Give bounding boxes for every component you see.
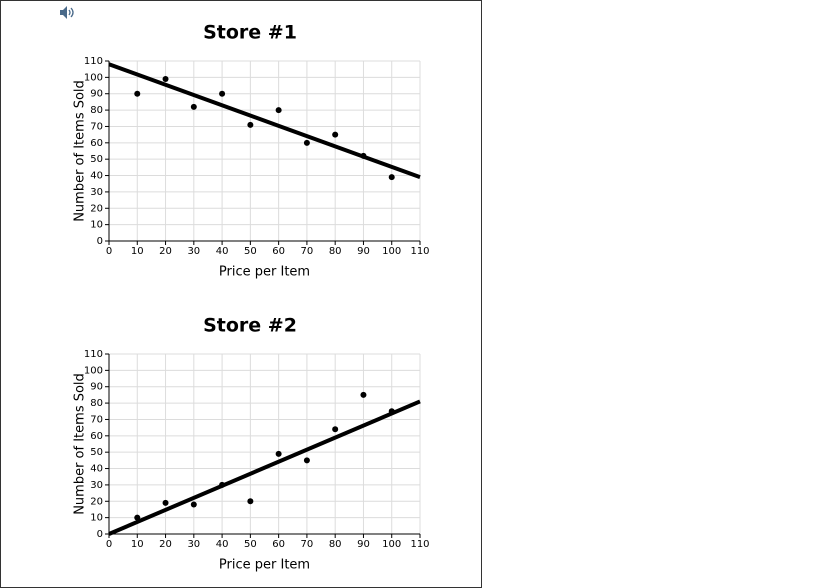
x-tick-label: 100 <box>382 539 401 550</box>
data-point <box>303 139 310 146</box>
x-tick-label: 100 <box>382 246 401 257</box>
data-point <box>162 76 169 82</box>
y-tick-label: 90 <box>90 89 103 100</box>
y-axis-label: Number of Items Sold <box>73 373 88 515</box>
x-tick-label: 10 <box>131 246 144 257</box>
y-tick-label: 60 <box>90 431 103 442</box>
data-point <box>190 103 197 110</box>
y-tick-label: 100 <box>84 72 103 83</box>
x-tick-label: 60 <box>272 246 285 257</box>
y-tick-label: 50 <box>90 154 103 165</box>
data-point <box>332 131 339 138</box>
data-point <box>162 499 169 506</box>
y-tick-label: 20 <box>90 203 103 214</box>
data-point <box>190 501 197 508</box>
trend-line <box>108 399 421 536</box>
data-point <box>134 90 141 97</box>
y-tick-label: 40 <box>90 171 103 182</box>
y-tick-label: 80 <box>90 105 103 116</box>
y-axis-label: Number of Items Sold <box>73 80 88 222</box>
x-tick-label: 40 <box>216 246 229 257</box>
y-tick-label: 110 <box>84 349 103 360</box>
x-tick-label: 0 <box>106 539 112 550</box>
data-point <box>388 174 395 181</box>
data-point <box>219 481 226 488</box>
data-point <box>332 426 339 433</box>
x-tick-label: 0 <box>106 246 112 257</box>
y-tick-label: 60 <box>90 138 103 149</box>
x-tick-label: 90 <box>357 539 370 550</box>
data-point <box>303 457 310 464</box>
x-tick-label: 80 <box>329 246 342 257</box>
y-tick-label: 40 <box>90 464 103 475</box>
x-tick-label: 50 <box>244 246 257 257</box>
x-tick-label: 30 <box>187 539 200 550</box>
speaker-body <box>60 6 67 19</box>
y-tick-label: 50 <box>90 447 103 458</box>
y-tick-label: 80 <box>90 398 103 409</box>
speaker-waves <box>68 7 74 18</box>
x-tick-label: 80 <box>329 539 342 550</box>
y-tick-label: 0 <box>97 529 103 540</box>
data-point <box>134 514 141 521</box>
x-tick-label: 20 <box>159 539 172 550</box>
x-tick-label: 10 <box>131 539 144 550</box>
x-axis-label: Price per Item <box>219 558 310 573</box>
y-tick-label: 10 <box>90 220 103 231</box>
data-point <box>247 121 254 128</box>
y-tick-label: 0 <box>97 236 103 247</box>
x-tick-label: 50 <box>244 539 257 550</box>
panel <box>0 0 482 588</box>
data-point <box>388 408 395 415</box>
x-tick-label: 110 <box>410 246 429 257</box>
y-tick-label: 10 <box>90 513 103 524</box>
speaker-icon[interactable] <box>60 6 74 19</box>
data-point <box>275 450 282 457</box>
data-point <box>360 391 367 398</box>
x-tick-label: 40 <box>216 539 229 550</box>
data-point <box>360 152 367 159</box>
x-tick-label: 70 <box>301 246 314 257</box>
y-tick-label: 110 <box>84 56 103 67</box>
data-point <box>247 498 254 505</box>
y-tick-label: 20 <box>90 496 103 507</box>
x-tick-label: 20 <box>159 246 172 257</box>
data-point <box>219 90 226 97</box>
y-tick-label: 70 <box>90 121 103 132</box>
y-tick-label: 30 <box>90 187 103 198</box>
x-tick-label: 30 <box>187 246 200 257</box>
x-axis-label: Price per Item <box>219 265 310 280</box>
y-tick-label: 100 <box>84 365 103 376</box>
x-tick-label: 110 <box>410 539 429 550</box>
y-tick-label: 70 <box>90 414 103 425</box>
x-tick-label: 90 <box>357 246 370 257</box>
x-tick-label: 60 <box>272 539 285 550</box>
chart-title: Store #2 <box>203 315 297 337</box>
y-tick-label: 30 <box>90 480 103 491</box>
data-point <box>275 107 282 114</box>
x-tick-label: 70 <box>301 539 314 550</box>
trend-line <box>108 62 421 180</box>
y-tick-label: 90 <box>90 382 103 393</box>
chart-title: Store #1 <box>203 22 297 44</box>
